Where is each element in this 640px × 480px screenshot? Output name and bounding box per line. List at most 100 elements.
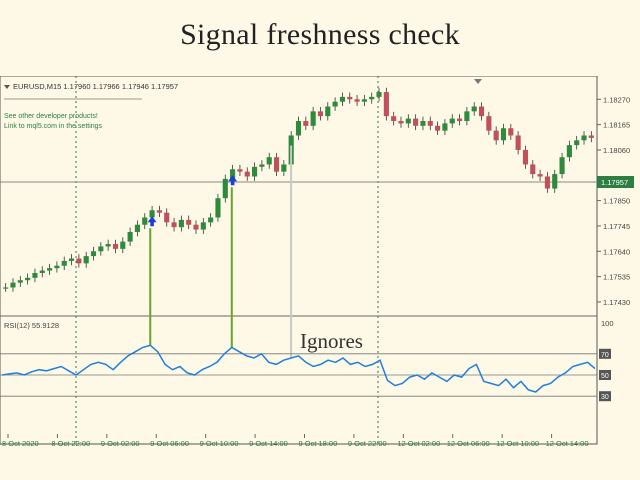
price-tick-label: 1.18060 [603, 146, 630, 155]
time-tick-label: 12 Oct 06:00 [447, 439, 490, 448]
candle-body [83, 256, 89, 264]
candle-body [435, 125, 441, 131]
up-arrow-icon [228, 175, 238, 186]
candle-body [142, 217, 148, 225]
rsi-level-tag [599, 348, 611, 359]
price-tick-label: 1.18270 [603, 95, 630, 104]
time-tick-label: 9 Oct 06:00 [150, 439, 189, 448]
candle-body [310, 111, 316, 126]
time-tick-label: 8 Oct 2020 [2, 439, 39, 448]
time-tick-label: 9 Oct 10:00 [200, 439, 239, 448]
candle-body [112, 244, 119, 249]
candle-body [222, 178, 228, 199]
candle-body [127, 231, 133, 242]
candle-body [347, 96, 353, 100]
candle-body [178, 219, 184, 228]
price-tick-label: 1.18165 [603, 121, 630, 130]
candle-body [317, 111, 324, 117]
rsi-level-tag [599, 370, 611, 380]
rsi-axis: 70 50 30 [599, 348, 611, 402]
candle-body [574, 140, 580, 146]
candle-body [361, 99, 367, 102]
candle-body [61, 260, 67, 266]
candle-body [530, 164, 536, 175]
candle-body [552, 174, 558, 189]
price-tick-label: 1.17850 [603, 197, 630, 206]
candle-body [303, 121, 309, 126]
candle-body [522, 149, 529, 165]
candle-body [156, 210, 162, 213]
candle-body [281, 164, 287, 172]
time-tick-label: 9 Oct 22:00 [348, 439, 387, 448]
rsi-level-tag [599, 391, 611, 402]
candle-body [456, 118, 463, 122]
candle-body [17, 280, 23, 283]
price-tick-label: 1.17535 [603, 273, 630, 282]
candle-body [478, 106, 485, 117]
candle-body [493, 130, 499, 141]
candle-body [471, 106, 477, 112]
candle-body [325, 106, 331, 117]
candle-body [47, 268, 53, 271]
candle-body [186, 219, 192, 225]
candle-body [515, 135, 521, 150]
candle-body [252, 166, 258, 177]
candle-body [500, 128, 507, 141]
price-tick-label: 1.17640 [603, 247, 630, 256]
rsi-label: RSI(12) 55.9128 [4, 321, 59, 330]
candle-body [566, 145, 572, 158]
candle-body [98, 246, 104, 252]
current-price-label: 1.17957 [601, 178, 628, 187]
price-axis: 1.18270 1.18165 1.18060 1.17850 1.17745 1.176… [597, 95, 630, 307]
settings-note: Link to mql5.com in the settings [4, 123, 103, 130]
candle-body [508, 128, 514, 136]
candle-body [464, 111, 470, 122]
candle-body [273, 157, 280, 172]
time-tick-label: 9 Oct 18:00 [299, 439, 338, 448]
candle-body [244, 171, 250, 177]
candle-body [581, 135, 587, 141]
rsi-level-label: 70 [601, 352, 609, 359]
candle-body [486, 116, 492, 131]
candle-body [354, 99, 360, 102]
candle-body [54, 265, 60, 269]
candle-body [10, 282, 16, 288]
candle-body [537, 174, 543, 177]
rsi-top-label: 100 [601, 319, 614, 328]
price-vertical-separators [75, 76, 379, 444]
candle-body [3, 287, 9, 289]
candle-body [105, 244, 111, 247]
developer-note: See other developer products! [4, 113, 98, 120]
candle-body [193, 224, 199, 230]
candle-body [32, 272, 38, 278]
candle-body [68, 258, 75, 261]
chart-window[interactable]: EURUSD,M15 1.17960 1.17966 1.17946 1.179… [0, 76, 640, 448]
time-tick-label: 8 Oct 22:00 [51, 439, 90, 448]
candle-body [259, 164, 265, 167]
time-tick-label: 12 Oct 14:00 [546, 439, 589, 448]
time-tick-label: 9 Oct 14:00 [249, 439, 288, 448]
candle-body [215, 198, 221, 218]
candle-body [420, 121, 426, 126]
time-tick-label: 12 Oct 02:00 [397, 439, 440, 448]
time-tick-label: 12 Oct 10:00 [496, 439, 539, 448]
candle-body [25, 277, 31, 281]
candle-body [383, 92, 389, 117]
candle-body [266, 157, 272, 165]
rsi-levels [0, 353, 597, 397]
price-tick-label: 1.17745 [603, 222, 630, 231]
candle-body [164, 212, 170, 223]
candle-body [76, 258, 82, 264]
up-arrow-icon [147, 216, 157, 227]
candle-body [237, 169, 243, 172]
ignores-annotation: Ignores [300, 329, 363, 353]
current-price-tag [597, 176, 634, 188]
candle-body [398, 121, 404, 124]
candle-body [208, 217, 214, 223]
price-tick-label: 1.17430 [603, 298, 630, 307]
candle-body [405, 118, 411, 124]
triangle-down-icon[interactable] [4, 85, 10, 89]
candle-body [339, 96, 345, 102]
candle-body [559, 157, 565, 175]
candle-body [391, 116, 397, 122]
